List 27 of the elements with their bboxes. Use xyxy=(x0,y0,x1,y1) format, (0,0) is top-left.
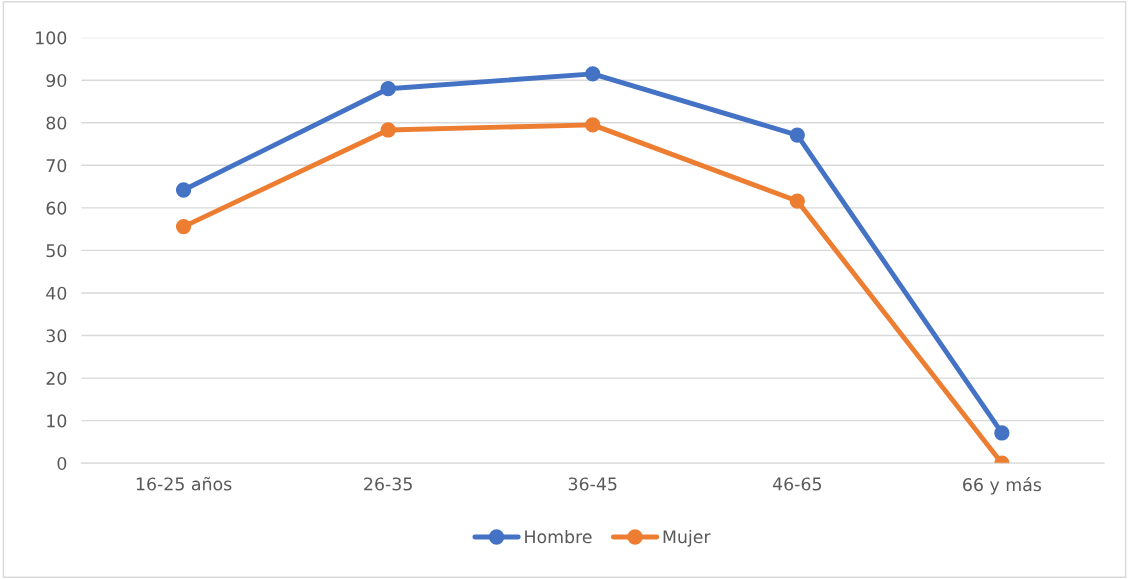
y-tick-label: 60 xyxy=(46,201,67,215)
y-tick-label: 10 xyxy=(47,414,67,428)
y-tick-label: 90 xyxy=(46,73,67,88)
y-tick-label: 70 xyxy=(46,159,67,173)
y-tick-label: 30 xyxy=(46,329,67,343)
x-tick-label: 16-25 años xyxy=(136,476,232,491)
point xyxy=(380,81,396,97)
legend-label: Hombre xyxy=(525,529,592,544)
point xyxy=(789,127,805,143)
legend-label: Mujer xyxy=(663,529,711,547)
y-tick-label: 80 xyxy=(46,116,67,130)
x-tick-label: 36-45 xyxy=(568,477,617,491)
y-tick-label: 40 xyxy=(46,286,67,300)
point xyxy=(585,117,601,133)
x-tick-label: 26-35 xyxy=(364,477,412,491)
y-tick-label: 0 xyxy=(57,456,67,471)
point xyxy=(175,182,192,198)
point xyxy=(994,425,1010,441)
point xyxy=(380,122,396,138)
x-tick-label: 46-65 xyxy=(772,477,822,491)
y-tick-label: 100 xyxy=(36,31,67,45)
y-tick-label: 20 xyxy=(46,371,67,385)
x-tick-label: 66 y más xyxy=(963,477,1042,495)
point xyxy=(789,193,805,209)
point xyxy=(175,218,192,235)
point xyxy=(585,66,601,82)
y-tick-label: 50 xyxy=(46,244,67,258)
